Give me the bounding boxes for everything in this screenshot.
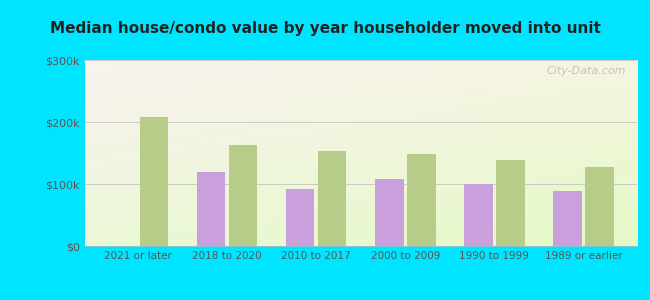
Bar xyxy=(140,117,168,246)
Bar xyxy=(375,179,404,246)
Bar xyxy=(407,154,436,246)
Bar xyxy=(197,172,226,246)
Bar xyxy=(286,189,315,246)
Bar xyxy=(585,167,614,246)
Text: Median house/condo value by year householder moved into unit: Median house/condo value by year househo… xyxy=(49,21,601,36)
Bar xyxy=(553,191,582,246)
Text: City-Data.com: City-Data.com xyxy=(547,66,626,76)
Bar xyxy=(229,145,257,246)
Bar xyxy=(464,184,493,246)
Bar xyxy=(318,151,346,246)
Bar xyxy=(496,160,525,246)
